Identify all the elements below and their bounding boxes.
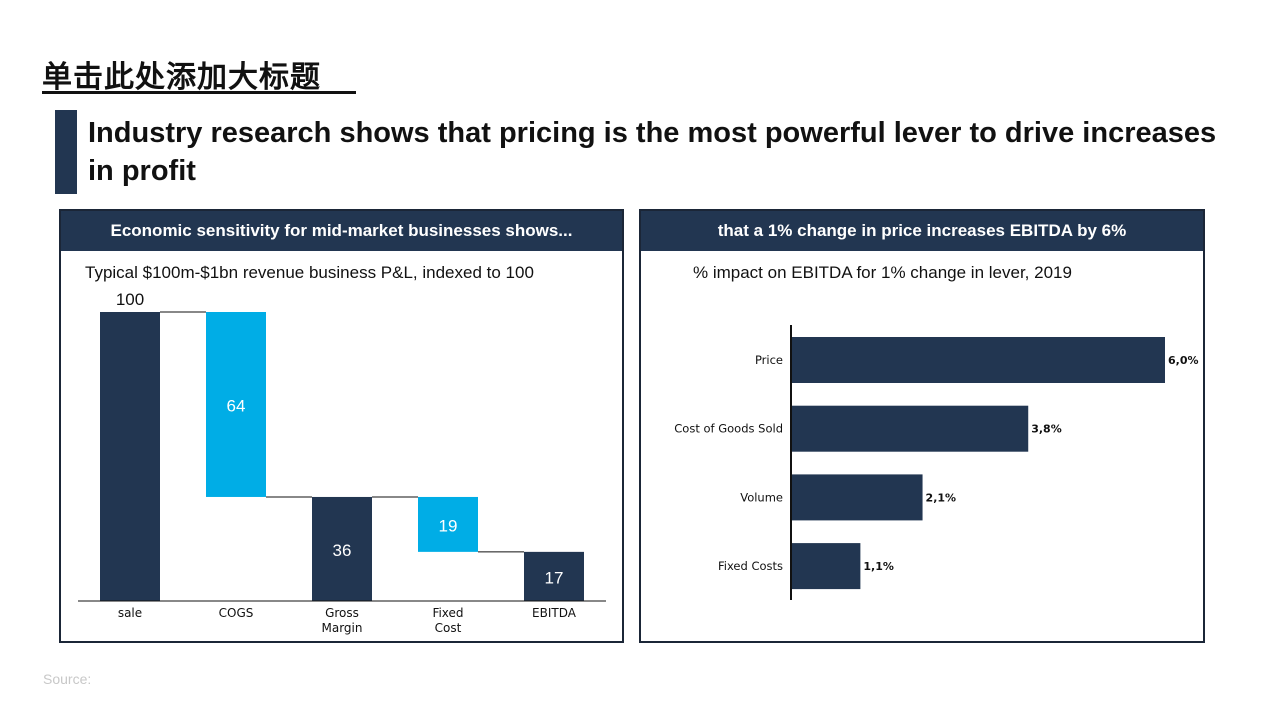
slide-title: 单击此处添加大标题 — [42, 61, 321, 94]
data-label: 2,1% — [926, 491, 957, 504]
source-note: Source: — [43, 671, 92, 687]
category-label: Cost — [435, 621, 462, 635]
data-label: 17 — [545, 568, 564, 587]
title-underline — [42, 91, 356, 94]
category-label: Margin — [322, 621, 363, 635]
data-label: 100 — [116, 290, 144, 309]
left-chart-title: Typical $100m-$1bn revenue business P&L,… — [85, 263, 534, 282]
data-label: 6,0% — [1168, 354, 1199, 367]
right-panel-header: that a 1% change in price increases EBIT… — [641, 211, 1203, 251]
waterfall-bar — [312, 496, 372, 601]
waterfall-bar — [206, 312, 266, 497]
category-label: Gross — [325, 606, 359, 620]
hbar — [792, 405, 1029, 452]
hbar — [792, 337, 1165, 383]
data-label: 3,8% — [1031, 423, 1062, 436]
right-chart-title: % impact on EBITDA for 1% change in leve… — [693, 263, 1072, 282]
category-label: Cost of Goods Sold — [674, 422, 783, 436]
category-label: EBITDA — [532, 606, 577, 620]
category-label: Price — [755, 353, 783, 367]
waterfall-bar — [418, 496, 478, 552]
left-panel-header: Economic sensitivity for mid-market busi… — [61, 211, 622, 251]
category-label: Fixed Costs — [718, 559, 783, 573]
headline: Industry research shows that pricing is … — [88, 117, 1217, 187]
category-label: sale — [118, 606, 142, 620]
data-label: 1,1% — [863, 560, 894, 573]
data-label: 36 — [333, 541, 352, 560]
category-label: COGS — [219, 606, 254, 620]
category-label: Volume — [740, 490, 783, 504]
accent-bar — [55, 110, 77, 194]
waterfall-bar — [524, 551, 584, 601]
hbar — [792, 474, 923, 521]
waterfall-bar — [100, 312, 160, 601]
left-panel: Economic sensitivity for mid-market busi… — [59, 209, 624, 643]
data-label: 64 — [227, 396, 246, 415]
data-label: 19 — [439, 516, 458, 535]
right-panel: that a 1% change in price increases EBIT… — [639, 209, 1205, 643]
category-label: Fixed — [432, 606, 463, 620]
hbar — [792, 543, 861, 590]
